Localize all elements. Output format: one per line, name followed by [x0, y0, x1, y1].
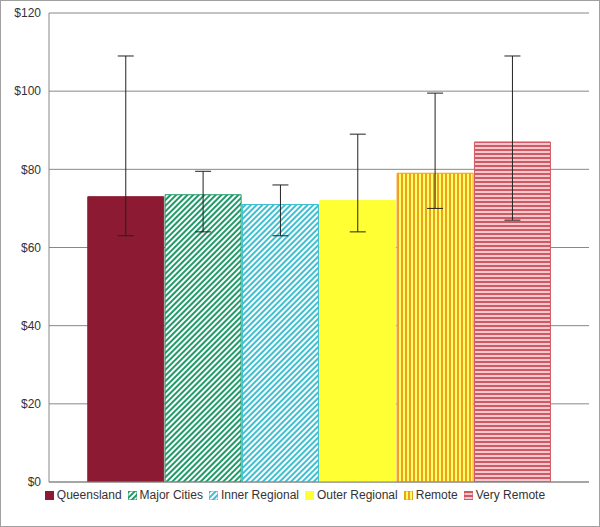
- svg-text:$20: $20: [21, 397, 41, 411]
- svg-text:$80: $80: [21, 163, 41, 177]
- html-text:Outer Regional: Outer Regional: [317, 488, 398, 502]
- svg-text:$40: $40: [21, 319, 41, 333]
- html-text:Major Cities: Major Cities: [139, 488, 203, 502]
- html-text:Inner Regional: Inner Regional: [220, 488, 299, 502]
- html-text:Remote: Remote: [415, 488, 458, 502]
- html-text:Queensland: Queensland: [56, 488, 122, 502]
- html-text:Very Remote: Very Remote: [475, 488, 546, 502]
- svg-text:$60: $60: [21, 241, 41, 255]
- svg-text:$0: $0: [28, 475, 42, 489]
- svg-text:$120: $120: [14, 6, 41, 20]
- svg-text:$100: $100: [14, 84, 41, 98]
